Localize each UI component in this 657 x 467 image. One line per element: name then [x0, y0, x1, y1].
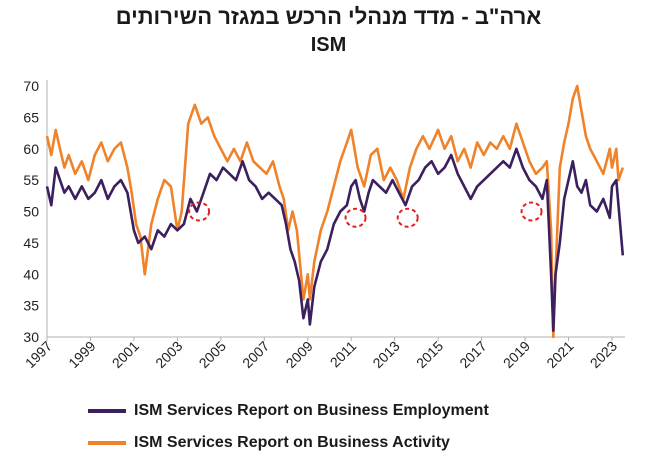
y-tick-label-65: 65: [23, 109, 39, 125]
y-tick-label-30: 30: [23, 329, 39, 345]
y-tick-label-50: 50: [23, 204, 39, 220]
chart-title: ארה"ב - מדד מנהלי הרכש במגזר השירותים: [115, 4, 542, 29]
y-tick-label-60: 60: [23, 141, 39, 157]
legend-item-employment: ISM Services Report on Business Employme…: [88, 402, 489, 420]
x-tick-label-2013: 2013: [369, 338, 402, 371]
series-line-activity: [45, 84, 625, 339]
legend-item-activity: ISM Services Report on Business Activity: [88, 434, 450, 452]
legend-label-employment: ISM Services Report on Business Employme…: [134, 402, 489, 419]
x-tick-label-1999: 1999: [65, 338, 98, 371]
y-tick-label-45: 45: [23, 235, 39, 251]
annotation-circle-2: [344, 207, 367, 228]
x-tick-label-2001: 2001: [109, 338, 142, 371]
annotation-circle-3: [396, 207, 419, 228]
legend-swatch-activity: [88, 441, 126, 445]
annotation-circle-4: [520, 201, 543, 222]
x-tick-label-2011: 2011: [327, 338, 360, 371]
x-tick-label-2023: 2023: [587, 338, 620, 371]
x-tick-label-2007: 2007: [239, 338, 272, 371]
annotation-circle-1: [188, 201, 211, 222]
x-tick-label-2003: 2003: [152, 338, 185, 371]
x-tick-label-2005: 2005: [196, 338, 229, 371]
chart-subtitle: ISM: [310, 34, 347, 56]
y-tick-label-70: 70: [23, 78, 39, 94]
x-tick-label-2021: 2021: [543, 338, 576, 371]
x-tick-label-2019: 2019: [500, 338, 533, 371]
y-tick-label-35: 35: [23, 298, 39, 314]
legend-label-activity: ISM Services Report on Business Activity: [134, 434, 450, 451]
x-tick-label-2009: 2009: [283, 338, 316, 371]
y-tick-label-40: 40: [23, 266, 39, 282]
legend-swatch-employment: [88, 409, 126, 413]
series-line-employment: [45, 147, 625, 332]
y-tick-label-55: 55: [23, 172, 39, 188]
x-tick-label-2017: 2017: [456, 338, 489, 371]
x-tick-label-2015: 2015: [413, 338, 446, 371]
